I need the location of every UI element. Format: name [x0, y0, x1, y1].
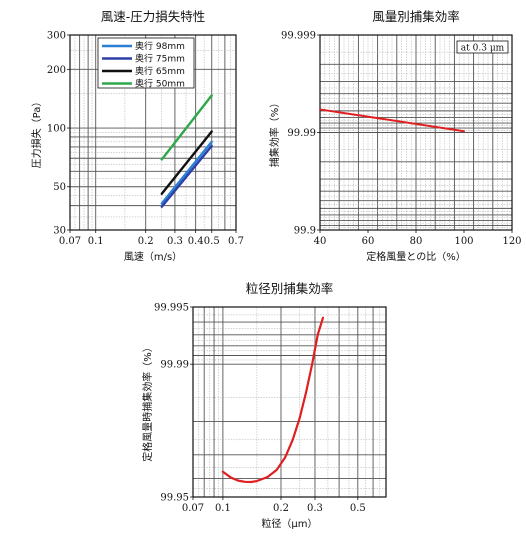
legend-label-4: 奥行 50mm: [135, 78, 185, 90]
series-line-1: [221, 316, 325, 484]
y-tick-label: 99.99: [287, 128, 316, 139]
x-tick-label: 0.2: [138, 236, 154, 247]
chart-panel-1: 風速-圧力損失特性 0.07 0.1 0.2 0.3 0.4 0.5 0.7 30 50 100 20…: [30, 9, 244, 263]
y-tick-label: 99.95: [160, 493, 189, 504]
x-tick-label: 0.1: [88, 236, 104, 247]
x-tick-label: 0.5: [350, 503, 366, 514]
x-tick-label: 0.7: [228, 236, 244, 247]
y-tick-label: 30: [53, 226, 66, 237]
annotation-text: at 0.3 μm: [461, 44, 505, 54]
chart-title: 風速-圧力損失特性: [101, 9, 206, 24]
series-line-4: [160, 94, 213, 161]
y-tick-label: 99.9: [294, 226, 316, 237]
y-axis-label: 圧力損失（Pa）: [30, 97, 43, 169]
series-line-3: [160, 130, 213, 195]
x-tick-label: 100: [454, 236, 473, 247]
plot-frame: [69, 34, 237, 231]
x-axis-label: 風速（m/s）: [124, 251, 182, 263]
x-tick-label: 0.4: [188, 236, 204, 247]
x-tick-label: 0.07: [182, 503, 204, 514]
y-axis-label: 定格風量時捕集効率（%）: [141, 342, 154, 462]
grid: [319, 34, 513, 231]
chart-panel-2: 風量別捕集効率 40 60 80 100 120 99.9 99.99 99.999 定格風量との…: [268, 9, 522, 263]
x-tick-label: 0.3: [307, 503, 323, 514]
y-tick-label: 100: [47, 124, 66, 135]
plot-frame: [192, 306, 387, 498]
chart-panel-3: 粒径別捕集効率 0.07 0.1 0.2 0.3 0.5 99.95 99.99 99.995 粒…: [141, 281, 387, 530]
y-tick-label: 99.995: [154, 303, 189, 314]
x-tick-label: 80: [410, 236, 423, 247]
x-tick-label: 0.2: [273, 503, 289, 514]
y-tick-label: 99.999: [281, 31, 316, 42]
annotation-box: [456, 40, 509, 54]
x-axis-label: 粒径（μm）: [261, 517, 317, 530]
legend-label-1: 奥行 98mm: [135, 40, 185, 52]
x-axis-label: 定格風量との比（%）: [366, 250, 465, 263]
legend-label-2: 奥行 75mm: [135, 53, 185, 65]
chart-title: 粒径別捕集効率: [246, 281, 334, 296]
chart-title: 風量別捕集効率: [372, 9, 460, 24]
legend-label-3: 奥行 65mm: [135, 65, 185, 77]
x-tick-label: 0.1: [215, 503, 231, 514]
y-tick-label: 50: [53, 182, 66, 193]
x-tick-label: 40: [314, 236, 327, 247]
x-tick-label: 0.5: [204, 236, 220, 247]
series-line-2: [160, 144, 213, 208]
x-tick-label: 60: [362, 236, 375, 247]
x-tick-label: 120: [502, 236, 521, 247]
x-tick-label: 0.07: [59, 236, 81, 247]
series-line-1: [319, 108, 465, 133]
annotation: at 0.3 μm: [456, 40, 509, 54]
y-tick-label: 99.99: [160, 360, 189, 371]
series-line-1: [160, 140, 213, 205]
y-tick-label: 200: [47, 65, 66, 76]
y-tick-label: 300: [47, 31, 66, 42]
grid: [192, 306, 387, 498]
y-axis-label: 捕集効率（%）: [268, 98, 281, 168]
x-tick-label: 0.3: [167, 236, 183, 247]
